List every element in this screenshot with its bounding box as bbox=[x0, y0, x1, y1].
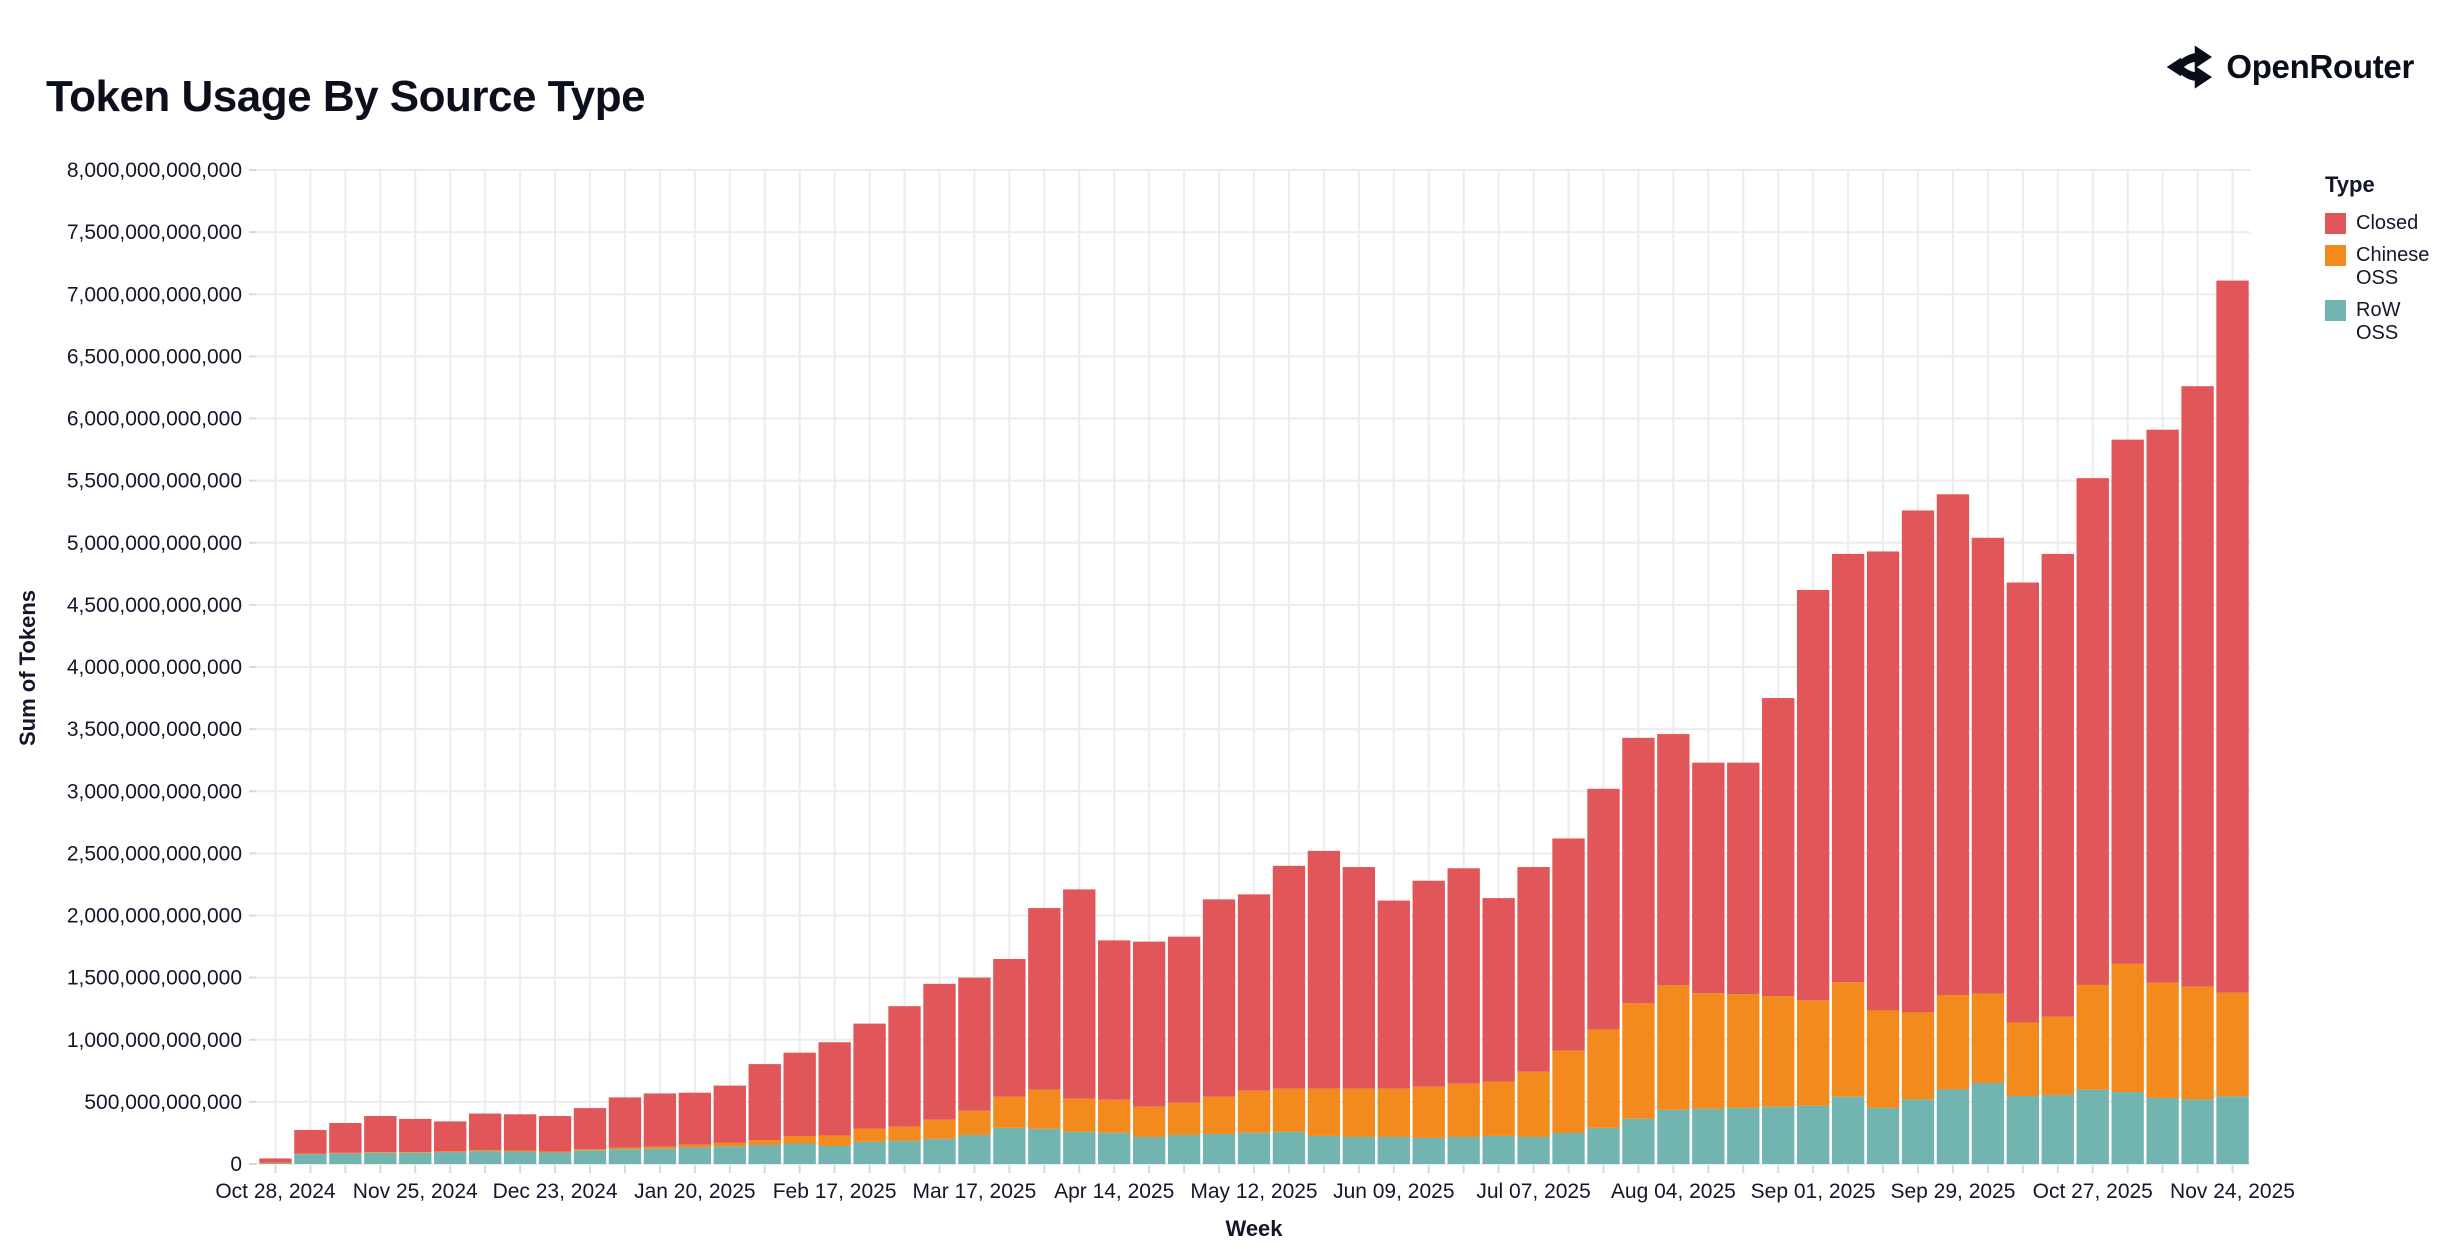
svg-text:2,500,000,000,000: 2,500,000,000,000 bbox=[67, 842, 242, 865]
legend-label: RoW OSS bbox=[2356, 299, 2401, 344]
svg-text:2,000,000,000,000: 2,000,000,000,000 bbox=[67, 905, 242, 928]
page-title: Token Usage By Source Type bbox=[46, 72, 646, 121]
svg-text:8,000,000,000,000: 8,000,000,000,000 bbox=[67, 159, 242, 182]
svg-text:Sep 01, 2025: Sep 01, 2025 bbox=[1751, 1180, 1876, 1203]
svg-text:5,500,000,000,000: 5,500,000,000,000 bbox=[67, 470, 242, 493]
svg-text:Nov 25, 2024: Nov 25, 2024 bbox=[353, 1180, 478, 1203]
legend-label: Chinese OSS bbox=[2356, 244, 2430, 289]
svg-text:Mar 17, 2025: Mar 17, 2025 bbox=[913, 1180, 1037, 1203]
x-axis-title: Week bbox=[1225, 1216, 1283, 1241]
svg-text:Oct 27, 2025: Oct 27, 2025 bbox=[2033, 1180, 2153, 1203]
svg-text:6,000,000,000,000: 6,000,000,000,000 bbox=[67, 408, 242, 431]
svg-text:500,000,000,000: 500,000,000,000 bbox=[84, 1091, 242, 1114]
closed-swatch bbox=[2325, 213, 2346, 234]
legend-label: Closed bbox=[2356, 212, 2419, 234]
svg-text:Jun 09, 2025: Jun 09, 2025 bbox=[1333, 1180, 1454, 1203]
svg-text:1,500,000,000,000: 1,500,000,000,000 bbox=[67, 967, 242, 990]
svg-text:Aug 04, 2025: Aug 04, 2025 bbox=[1611, 1180, 1736, 1203]
svg-text:7,500,000,000,000: 7,500,000,000,000 bbox=[67, 221, 242, 244]
chinese-oss-swatch bbox=[2325, 245, 2346, 266]
svg-text:Sep 29, 2025: Sep 29, 2025 bbox=[1890, 1180, 2015, 1203]
svg-text:6,500,000,000,000: 6,500,000,000,000 bbox=[67, 345, 242, 368]
svg-text:3,000,000,000,000: 3,000,000,000,000 bbox=[67, 780, 242, 803]
legend-title: Type bbox=[2325, 172, 2375, 197]
brand-name: OpenRouter bbox=[2226, 48, 2414, 85]
legend-item-closed: Closed bbox=[2325, 212, 2450, 235]
svg-text:7,000,000,000,000: 7,000,000,000,000 bbox=[67, 283, 242, 306]
svg-text:Jul 07, 2025: Jul 07, 2025 bbox=[1476, 1180, 1590, 1203]
y-axis-title: Sum of Tokens bbox=[15, 589, 40, 747]
svg-text:4,500,000,000,000: 4,500,000,000,000 bbox=[67, 594, 242, 617]
svg-text:Apr 14, 2025: Apr 14, 2025 bbox=[1054, 1180, 1174, 1203]
svg-text:Nov 24, 2025: Nov 24, 2025 bbox=[2170, 1180, 2295, 1203]
svg-text:3,500,000,000,000: 3,500,000,000,000 bbox=[67, 718, 242, 741]
svg-text:Jan 20, 2025: Jan 20, 2025 bbox=[634, 1180, 755, 1203]
svg-text:4,000,000,000,000: 4,000,000,000,000 bbox=[67, 656, 242, 679]
svg-text:0: 0 bbox=[230, 1153, 242, 1176]
row-oss-swatch bbox=[2325, 300, 2346, 321]
svg-text:5,000,000,000,000: 5,000,000,000,000 bbox=[67, 532, 242, 555]
legend-item-row-oss: RoW OSS bbox=[2325, 299, 2450, 345]
svg-text:Feb 17, 2025: Feb 17, 2025 bbox=[773, 1180, 897, 1203]
brand-logo: OpenRouter bbox=[2166, 44, 2414, 90]
openrouter-icon bbox=[2167, 45, 2213, 89]
svg-text:Dec 23, 2024: Dec 23, 2024 bbox=[493, 1180, 618, 1203]
legend-item-chinese-oss: Chinese OSS bbox=[2325, 244, 2450, 290]
chart-legend: Type Closed Chinese OSS RoW OSS bbox=[2325, 172, 2450, 354]
svg-text:1,000,000,000,000: 1,000,000,000,000 bbox=[67, 1029, 242, 1052]
svg-text:Oct 28, 2024: Oct 28, 2024 bbox=[215, 1180, 336, 1203]
svg-text:May 12, 2025: May 12, 2025 bbox=[1190, 1180, 1317, 1203]
